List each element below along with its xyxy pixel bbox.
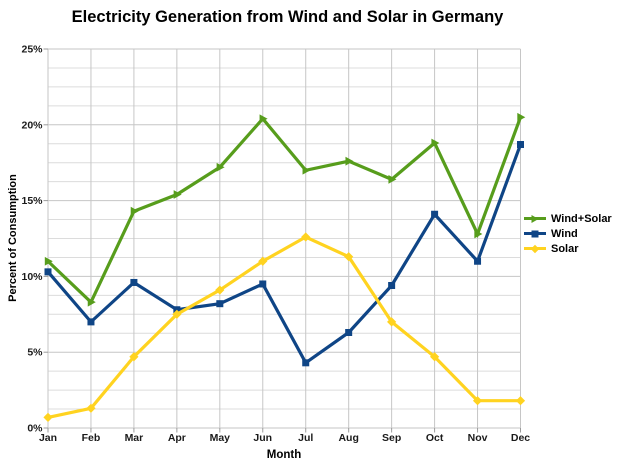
x-tick-label: Apr <box>168 432 186 444</box>
chart-legend: Wind+Solar Wind Solar <box>524 211 612 256</box>
x-tick-label: Sep <box>382 432 401 444</box>
data-point-wind[interactable] <box>345 328 353 336</box>
legend-item-solar[interactable]: Solar <box>524 241 612 256</box>
data-point-wind-solar[interactable] <box>216 162 225 172</box>
data-point-wind[interactable] <box>130 278 138 286</box>
series-line-wind[interactable] <box>46 143 523 366</box>
data-point-solar[interactable] <box>344 252 354 262</box>
x-tick-label: Jul <box>298 432 313 444</box>
data-point-wind-solar[interactable] <box>259 114 268 124</box>
y-tick-label: 10% <box>21 271 43 283</box>
y-tick-label: 25% <box>21 44 43 56</box>
y-tick-label: 5% <box>27 347 43 359</box>
data-point-wind[interactable] <box>302 359 310 367</box>
data-point-solar[interactable] <box>172 309 182 319</box>
series-solar <box>43 232 526 422</box>
diamond-marker-icon <box>530 244 540 253</box>
square-marker-icon <box>531 230 539 237</box>
data-point-wind-solar[interactable] <box>517 112 526 122</box>
data-point-solar[interactable] <box>129 352 139 362</box>
data-point-wind-solar[interactable] <box>345 156 354 166</box>
legend-swatch-solar <box>524 244 546 253</box>
data-point-wind-solar[interactable] <box>388 174 397 184</box>
y-axis-title: Percent of Consumption <box>7 174 19 302</box>
x-tick-label: Oct <box>426 432 444 444</box>
data-point-wind[interactable] <box>44 268 52 276</box>
data-point-wind-solar[interactable] <box>87 297 96 307</box>
data-point-wind-solar[interactable] <box>44 256 53 266</box>
data-point-solar[interactable] <box>258 256 268 266</box>
data-point-wind[interactable] <box>259 280 267 288</box>
x-tick-label: Aug <box>338 432 358 444</box>
series-wind-solar <box>44 112 526 307</box>
data-point-wind[interactable] <box>517 141 524 149</box>
y-tick-label: 15% <box>21 195 43 207</box>
legend-label-solar: Solar <box>551 242 579 255</box>
legend-swatch-wind-solar <box>524 214 546 223</box>
x-tick-label: Nov <box>468 432 488 444</box>
x-tick-label: Jan <box>39 432 57 444</box>
data-point-wind-solar[interactable] <box>173 190 182 199</box>
series-markers-wind-solar <box>44 112 526 307</box>
series-wind <box>44 141 524 367</box>
series-markers-solar <box>43 232 526 422</box>
x-tick-label: Jun <box>253 432 272 444</box>
series-markers-wind <box>44 141 524 367</box>
axis-ticks <box>43 48 521 433</box>
legend-item-wind[interactable]: Wind <box>524 226 612 241</box>
gridlines-minor <box>48 67 521 410</box>
data-point-solar[interactable] <box>86 403 96 413</box>
x-axis-title: Month <box>266 449 302 461</box>
data-point-wind[interactable] <box>431 210 439 218</box>
data-point-wind[interactable] <box>474 257 482 265</box>
data-point-wind-solar[interactable] <box>474 229 483 239</box>
y-axis-labels: 0% 5% 10% 15% 20% 25% <box>21 44 43 435</box>
data-point-wind[interactable] <box>87 318 95 326</box>
x-tick-label: May <box>210 432 231 444</box>
x-axis-labels: Jan Feb Mar Apr May Jun Jul Aug Sep Oct Nov Dec <box>39 432 530 444</box>
data-point-solar[interactable] <box>301 232 311 242</box>
data-point-wind[interactable] <box>388 281 396 289</box>
data-point-solar[interactable] <box>387 317 397 327</box>
data-point-solar[interactable] <box>429 352 440 362</box>
x-tick-label: Dec <box>511 432 530 444</box>
chart-title: Electricity Generation from Wind and Sol… <box>71 8 504 26</box>
legend-item-wind-solar[interactable]: Wind+Solar <box>524 211 612 226</box>
legend-label-wind-solar: Wind+Solar <box>551 212 612 225</box>
data-point-wind[interactable] <box>216 300 224 308</box>
data-point-solar[interactable] <box>515 396 526 406</box>
data-point-wind-solar[interactable] <box>431 138 440 148</box>
x-tick-label: Feb <box>82 432 101 444</box>
y-tick-label: 20% <box>21 119 43 131</box>
data-point-wind-solar[interactable] <box>302 165 311 175</box>
data-point-wind-solar[interactable] <box>130 206 139 216</box>
legend-swatch-wind <box>524 230 546 237</box>
series-line-solar[interactable] <box>47 235 521 419</box>
series-line-wind-solar[interactable] <box>46 116 523 305</box>
x-tick-label: Mar <box>125 432 144 444</box>
data-point-solar[interactable] <box>472 396 483 406</box>
data-point-solar[interactable] <box>43 412 53 422</box>
gridlines-major <box>48 48 521 429</box>
legend-label-wind: Wind <box>551 227 578 240</box>
triangle-marker-icon <box>531 214 539 223</box>
gridlines-vertical <box>47 49 521 428</box>
y-tick-label: 0% <box>27 423 43 435</box>
data-point-solar[interactable] <box>215 285 225 295</box>
